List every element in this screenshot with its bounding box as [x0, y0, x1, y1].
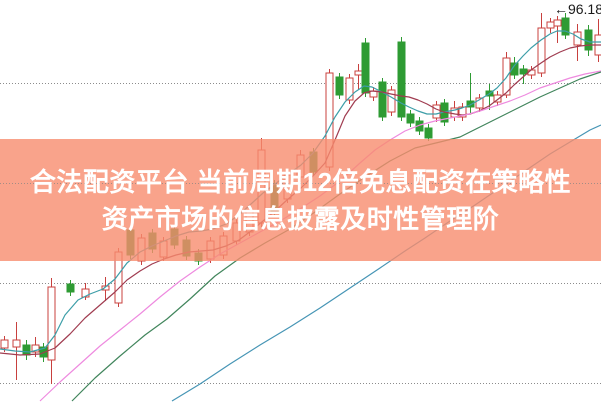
candle-up [345, 74, 354, 104]
candle-up [458, 103, 467, 121]
price-tag: ←96.18 [553, 1, 601, 17]
candle-up [546, 18, 555, 33]
promo-overlay-band [0, 139, 601, 261]
candle-up [432, 101, 441, 122]
left-arrow-icon: ← [553, 1, 568, 17]
candle-down [406, 110, 415, 127]
candle-up [594, 19, 601, 62]
candle-up [553, 16, 562, 43]
ma-line-teal [0, 30, 601, 353]
candle-down [22, 340, 31, 360]
candle-down [561, 13, 570, 39]
candle-up [493, 91, 502, 106]
candle-up [537, 13, 546, 77]
candle-down [397, 37, 406, 121]
candle-down [424, 124, 433, 141]
ma-line-maroon [0, 44, 601, 356]
candle-down [519, 65, 528, 84]
candle-up [475, 94, 484, 112]
promo-text-line-1: 合法配资平台 当前周期12倍免息配资在策略性 [29, 167, 572, 197]
candle-up [47, 278, 56, 384]
candle-down [378, 78, 387, 121]
promo-text-line-2: 资产市场的信息披露及时性管理阶 [101, 204, 500, 234]
candle-down [510, 57, 519, 79]
candle-up [387, 86, 396, 116]
candle-up [81, 283, 90, 300]
candle-down [66, 280, 75, 296]
candle-down [466, 73, 475, 113]
candle-up [354, 64, 363, 90]
price-tag-value: 96.18 [567, 1, 601, 17]
candle-down [335, 73, 344, 99]
candle-up [101, 277, 110, 301]
candle-up [573, 24, 582, 61]
candle-down [361, 38, 370, 97]
candle-up [502, 52, 511, 98]
